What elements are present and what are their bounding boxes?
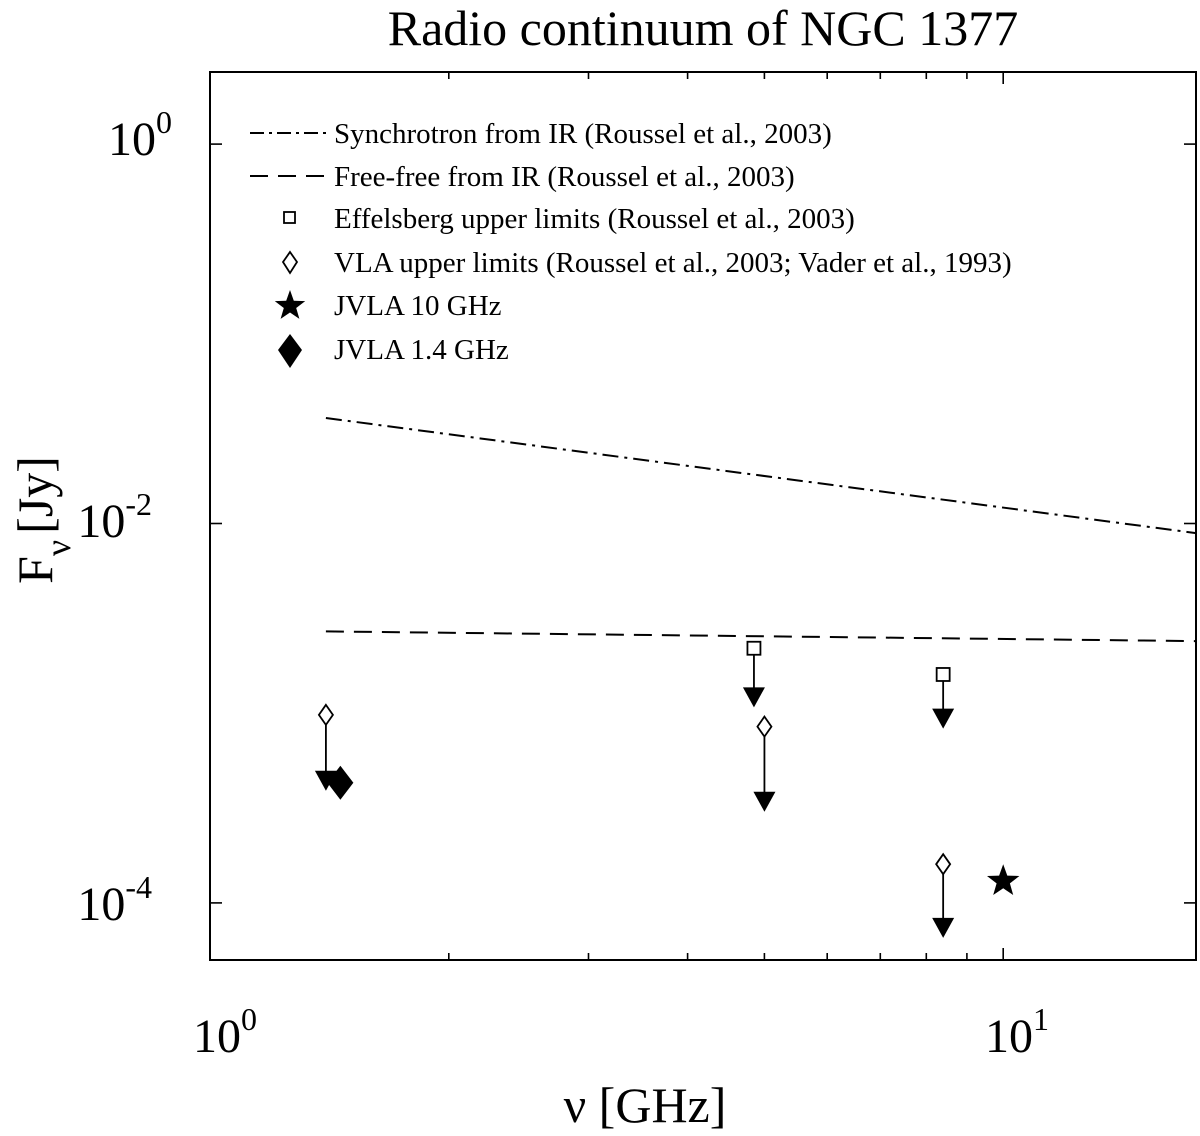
x-axis-label: ν [GHz] [564, 1077, 727, 1133]
legend-effelsberg-label: Effelsberg upper limits (Roussel et al.,… [334, 203, 855, 235]
effelsberg-arrow-1-head [932, 708, 955, 729]
y-axis-label: Fν[Jy] [7, 456, 78, 584]
legend-vla-marker [281, 250, 299, 275]
vla-arrow-0-head [314, 770, 337, 791]
y-ticks [210, 143, 1196, 904]
data-points [314, 640, 1020, 938]
x-tick-label-10-1: 101 [985, 1001, 1049, 1063]
x-tick-label-10-0: 100 [193, 1001, 257, 1063]
legend-effelsberg-marker [283, 211, 296, 224]
free-free-line [325, 630, 1196, 643]
jvla-1p4ghz-point [327, 765, 354, 800]
y-tick-labels: 100 10-2 10-4 [77, 104, 172, 931]
vla-arrow-2-head [932, 917, 955, 938]
vla-arrow-1-head [753, 791, 776, 812]
vla-point-0 [317, 703, 335, 727]
y-tick-label-10-neg4: 10-4 [77, 869, 152, 931]
effelsberg-arrow-0-head [742, 687, 765, 708]
jvla-10ghz-point [987, 864, 1020, 895]
chart-title: Radio continuum of NGC 1377 [388, 0, 1019, 56]
effelsberg-point-1 [935, 667, 951, 682]
y-tick-label-10-0: 100 [108, 104, 172, 166]
legend-jvla-1p4ghz-label: JVLA 1.4 GHz [334, 334, 509, 366]
vla-point-2 [935, 852, 952, 876]
synchrotron-line [325, 417, 1196, 535]
y-tick-label-10-neg2: 10-2 [77, 486, 152, 548]
legend-free-free-label: Free-free from IR (Roussel et al., 2003) [334, 161, 795, 193]
vla-point-1 [756, 715, 773, 739]
x-ticks [209, 72, 1005, 960]
legend-vla-label: VLA upper limits (Roussel et al., 2003; … [334, 247, 1012, 279]
plot-area [209, 71, 1197, 961]
legend: Synchrotron from IR (Roussel et al., 200… [250, 118, 1012, 368]
legend-jvla-10ghz-label: JVLA 10 GHz [334, 290, 502, 322]
legend-jvla-10ghz-marker [274, 290, 306, 319]
legend-synchrotron-label: Synchrotron from IR (Roussel et al., 200… [334, 118, 832, 150]
x-tick-labels: 100 101 [193, 1001, 1049, 1063]
effelsberg-point-0 [746, 640, 762, 656]
legend-jvla-1p4ghz-marker [278, 334, 302, 368]
